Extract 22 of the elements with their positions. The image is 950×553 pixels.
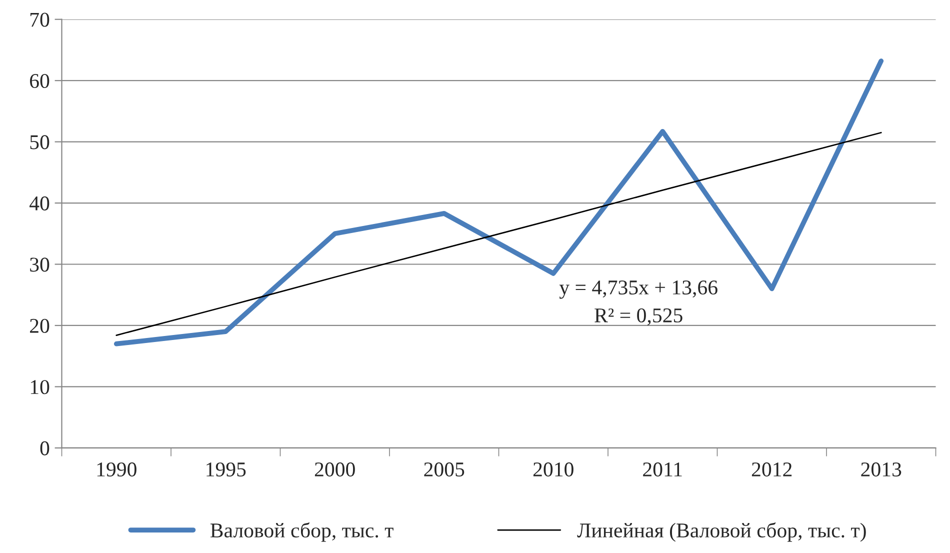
x-tick-label: 2010 bbox=[533, 462, 574, 476]
y-tick-label: 70 bbox=[30, 12, 50, 27]
y-tick-label: 0 bbox=[40, 441, 50, 456]
line-series bbox=[116, 132, 882, 336]
x-tick-label: 1995 bbox=[206, 462, 246, 476]
y-tick-label: 20 bbox=[30, 318, 50, 333]
annotation: R² = 0,525 bbox=[594, 308, 682, 326]
y-tick-label: 60 bbox=[30, 74, 50, 88]
line-series bbox=[114, 58, 884, 346]
annotation: y = 4,735x + 13,66 bbox=[559, 280, 718, 299]
y-tick-label: 50 bbox=[30, 135, 50, 150]
x-tick-label: 2000 bbox=[314, 462, 355, 476]
y-tick-label: 40 bbox=[30, 196, 50, 210]
x-tick-label: 2005 bbox=[424, 462, 464, 476]
legend-label: Линейная (Валовой сбор, тыс. т) bbox=[577, 522, 866, 542]
x-tick-label: 2012 bbox=[752, 462, 792, 476]
y-tick-label: 30 bbox=[30, 258, 50, 272]
y-tick-label: 10 bbox=[30, 380, 50, 394]
x-tick-label: 1990 bbox=[97, 462, 136, 476]
legend-label: Валовой сбор, тыс. т bbox=[210, 522, 394, 542]
x-tick-label: 2011 bbox=[643, 462, 682, 476]
x-tick-label: 2013 bbox=[861, 462, 902, 476]
